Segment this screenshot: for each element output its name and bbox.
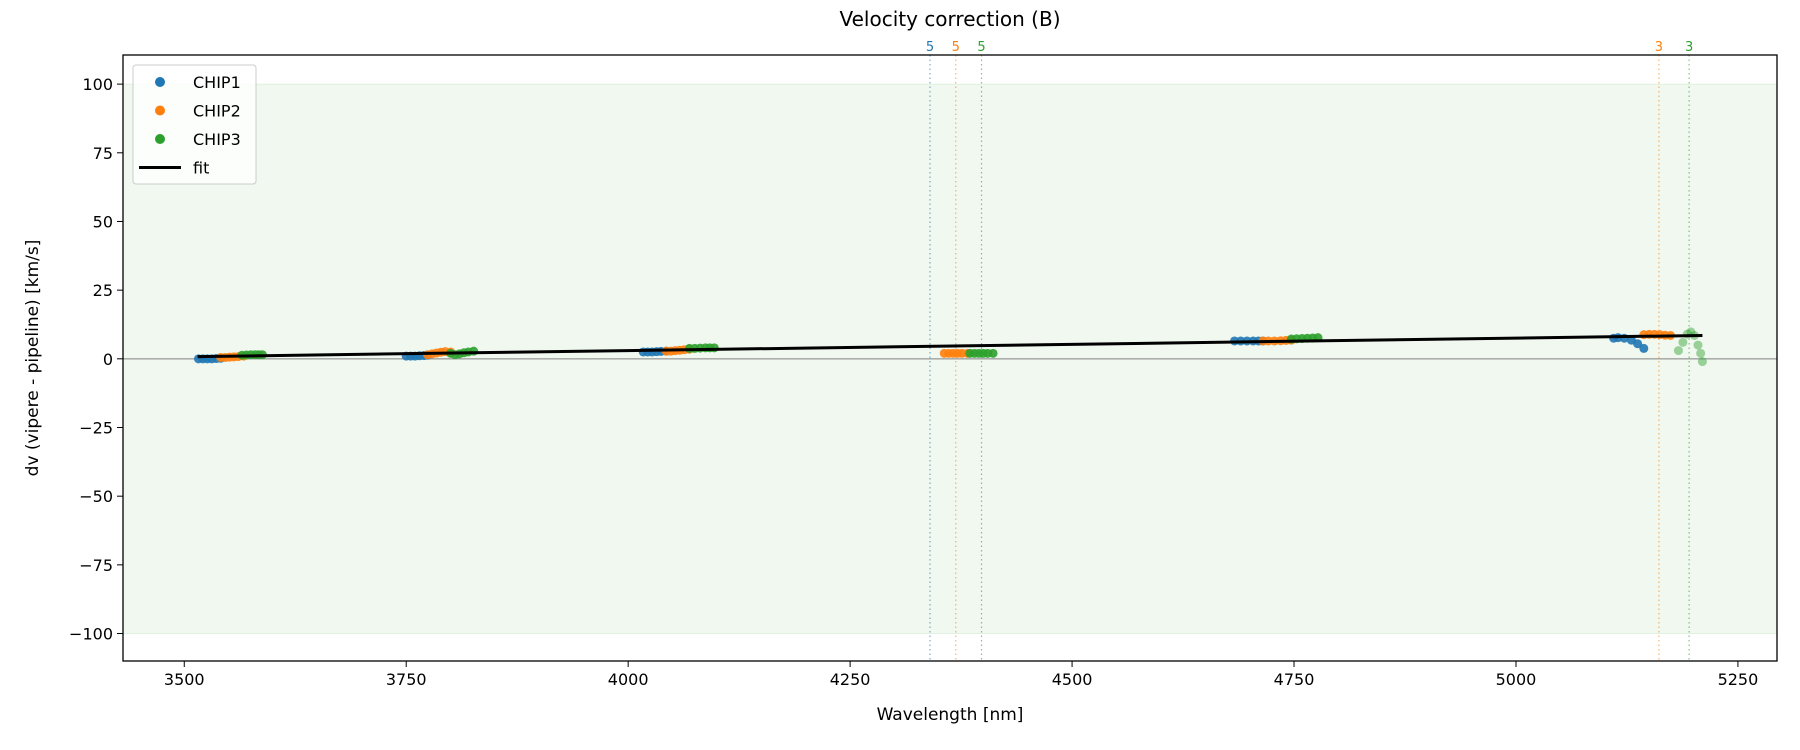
legend: CHIP1 CHIP2 CHIP3 fit (132, 64, 257, 185)
y-tick-label: −25 (79, 419, 113, 438)
vertical-marker-label: 5 (977, 40, 985, 55)
y-tick-label: 25 (93, 281, 113, 300)
x-tick-label: 4250 (830, 670, 871, 689)
y-tick-label: 75 (93, 144, 113, 163)
legend-marker-chip1 (155, 77, 165, 87)
plot-area: 5 5 5 3 3 3500 3750 4000 4250 4500 4750 5000 5250 100… (69, 40, 1778, 689)
y-tick-label: −100 (69, 625, 113, 644)
data-point-chip3 (988, 348, 998, 358)
x-tick-label: 5000 (1496, 670, 1537, 689)
data-point-chip3 (1678, 337, 1688, 347)
y-axis-label: dv (vipere - pipeline) [km/s] (23, 240, 43, 477)
data-point-chip3 (1693, 340, 1703, 350)
legend-label: CHIP3 (193, 130, 241, 149)
x-axis-label: Wavelength [nm] (877, 705, 1024, 725)
x-tick-label: 5250 (1718, 670, 1759, 689)
legend-label: CHIP1 (193, 73, 241, 92)
y-tick-label: 100 (82, 75, 113, 94)
chart-title: Velocity correction (B) (840, 7, 1061, 31)
data-point-chip3 (1673, 346, 1683, 356)
data-point-chip3 (1696, 348, 1706, 358)
vertical-marker-label: 5 (926, 40, 934, 55)
legend-box (132, 64, 257, 185)
vertical-marker-label: 3 (1655, 40, 1663, 55)
legend-label: fit (193, 159, 209, 178)
x-tick-label: 4500 (1052, 670, 1093, 689)
legend-label: CHIP2 (193, 102, 241, 121)
y-tick-label: 50 (93, 212, 113, 231)
x-tick-label: 3750 (386, 670, 427, 689)
y-tick-label: −75 (79, 556, 113, 575)
vertical-marker-label: 3 (1685, 40, 1693, 55)
fit-line (197, 333, 1703, 359)
axes-frame (122, 54, 1778, 662)
x-tick-label: 4000 (608, 670, 649, 689)
x-tick-label: 4750 (1274, 670, 1315, 689)
data-point-chip1 (1633, 339, 1643, 349)
data-point-chip1 (1639, 343, 1649, 353)
y-tick-label: 0 (103, 350, 113, 369)
vertical-marker-label: 5 (952, 40, 960, 55)
x-tick-label: 3500 (164, 670, 205, 689)
y-tick-label: −50 (79, 487, 113, 506)
legend-marker-chip3 (155, 134, 165, 144)
data-point-chip3 (1697, 357, 1707, 367)
legend-marker-chip2 (155, 105, 165, 116)
